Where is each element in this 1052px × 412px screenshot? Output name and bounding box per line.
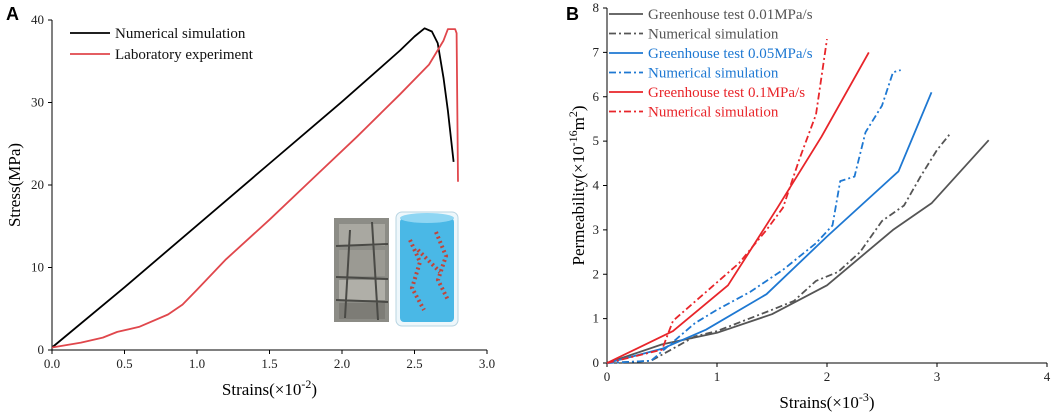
y-tick-label: 10 bbox=[31, 260, 44, 275]
y-tick-label: 30 bbox=[31, 95, 44, 110]
legend-a: Numerical simulation Laboratory experimen… bbox=[70, 26, 254, 63]
legend-label: Numerical simulation bbox=[648, 27, 779, 43]
x-tick-label: 1.5 bbox=[261, 356, 277, 371]
legend-label: Greenhouse test 0.05MPa/s bbox=[648, 46, 813, 62]
axes-b: 0 1 2 3 4 0 1 2 3 4 5 6 7 8 Strains(×10-3) Permeability… bbox=[566, 0, 1051, 412]
y-tick-label: 3 bbox=[593, 222, 600, 237]
series-line-1 bbox=[51, 27, 455, 349]
series-line-3 bbox=[606, 91, 933, 364]
legend-label: Greenhouse test 0.01MPa/s bbox=[648, 7, 813, 23]
y-tick-label: 5 bbox=[593, 133, 600, 148]
y-tick-label: 0 bbox=[593, 355, 600, 370]
x-axis-title: Strains(×10-3) bbox=[779, 390, 874, 412]
y-axis-title: Permeability(×10-16m2) bbox=[566, 105, 588, 265]
x-tick-label: 2.5 bbox=[406, 356, 422, 371]
x-tick-label: 0.5 bbox=[116, 356, 132, 371]
chart-b: B 0 1 2 3 4 0 1 2 3 4 5 6 7 8 Strains(×10-3) Permeabili… bbox=[566, 0, 1051, 412]
y-tick-label: 0 bbox=[38, 342, 45, 357]
y-tick-label: 40 bbox=[31, 12, 44, 27]
legend-label: Laboratory experiment bbox=[115, 47, 254, 63]
x-tick-label: 0 bbox=[604, 369, 611, 384]
x-tick-label: 1 bbox=[714, 369, 721, 384]
legend-label: Numerical simulation bbox=[648, 105, 779, 121]
series-group-b bbox=[606, 38, 990, 364]
x-tick-label: 1.0 bbox=[189, 356, 205, 371]
y-tick-label: 20 bbox=[31, 177, 44, 192]
series-line-2 bbox=[51, 28, 459, 349]
y-tick-label: 7 bbox=[593, 44, 600, 59]
x-tick-label: 0.0 bbox=[44, 356, 60, 371]
axes-a: 0.0 0.5 1.0 1.5 2.0 2.5 3.0 0 10 20 30 40 Strains(×1… bbox=[5, 12, 495, 399]
inset-rock-photo bbox=[334, 218, 389, 322]
panel-a-label: A bbox=[6, 4, 19, 24]
legend-label: Greenhouse test 0.1MPa/s bbox=[648, 85, 805, 101]
series-line-4 bbox=[606, 69, 901, 364]
x-tick-label: 4 bbox=[1044, 369, 1051, 384]
x-tick-label: 2.0 bbox=[334, 356, 350, 371]
series-group-a bbox=[51, 27, 459, 349]
inset-simulation-cylinder bbox=[395, 211, 459, 327]
x-axis-title: Strains(×10-2) bbox=[222, 377, 317, 399]
legend-label: Numerical simulation bbox=[115, 26, 246, 42]
y-tick-label: 2 bbox=[593, 266, 600, 281]
x-tick-label: 3.0 bbox=[479, 356, 495, 371]
panel-b-label: B bbox=[566, 4, 579, 24]
y-tick-label: 1 bbox=[593, 311, 600, 326]
chart-a: A 0.0 0.5 1.0 1.5 2.0 2.5 3.0 0 10 20 30 40 Strains(… bbox=[5, 4, 495, 399]
y-tick-label: 8 bbox=[593, 0, 600, 15]
y-axis-title: Stress(MPa) bbox=[5, 143, 24, 227]
y-tick-label: 6 bbox=[593, 89, 600, 104]
legend-label: Numerical simulation bbox=[648, 66, 779, 82]
y-tick-label: 4 bbox=[593, 178, 600, 193]
x-tick-label: 3 bbox=[934, 369, 941, 384]
legend-b: Greenhouse test 0.01MPa/s Numerical simul… bbox=[609, 7, 813, 121]
series-line-6 bbox=[606, 38, 828, 364]
series-line-2 bbox=[606, 133, 951, 364]
x-tick-label: 2 bbox=[824, 369, 831, 384]
